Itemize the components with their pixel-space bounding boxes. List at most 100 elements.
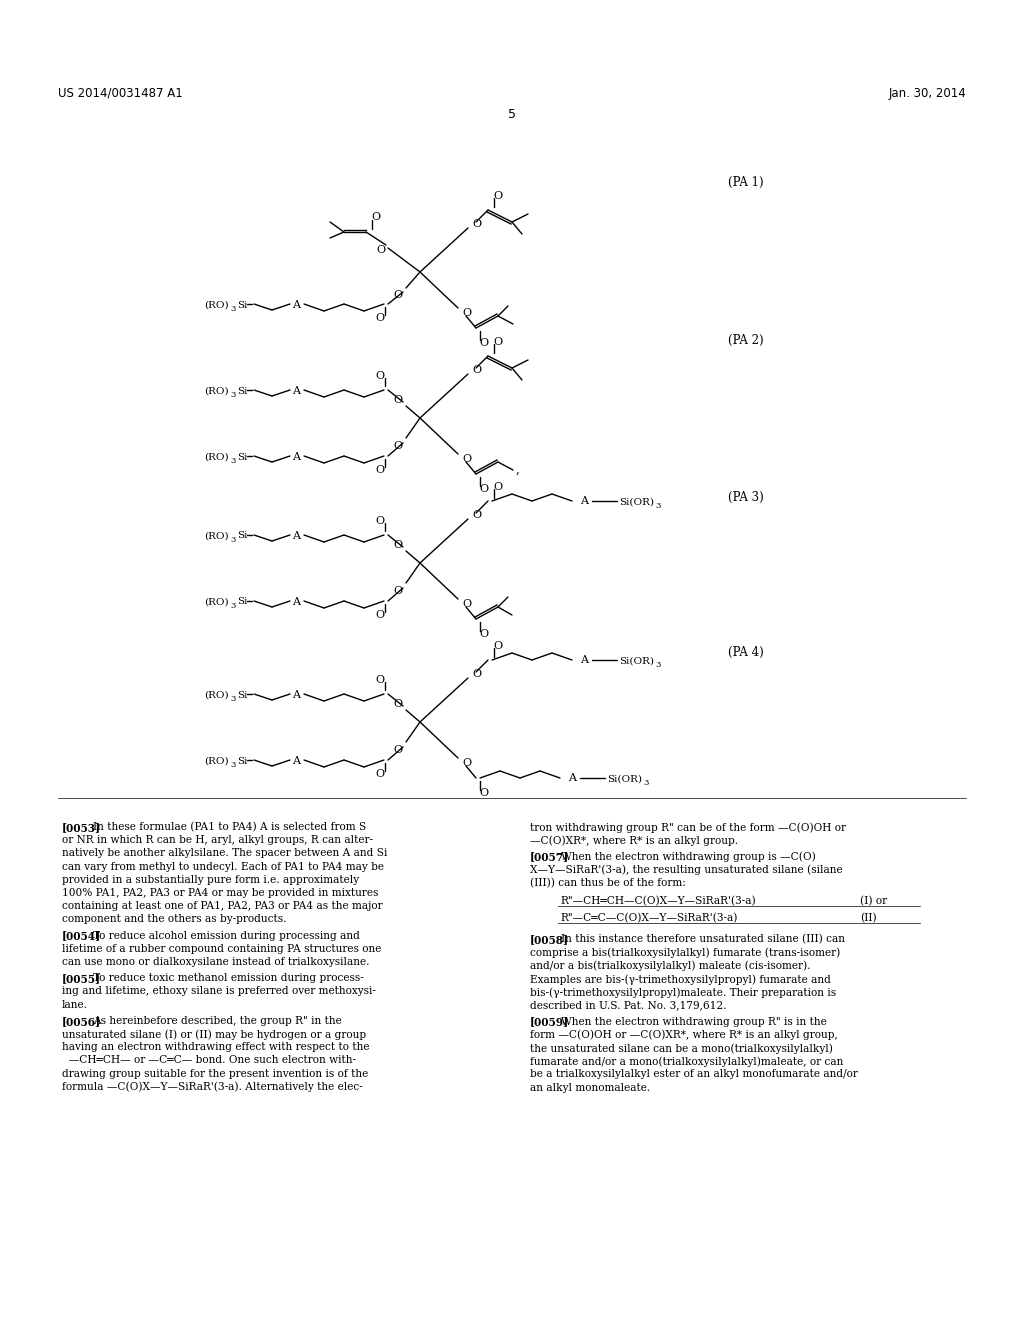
Text: (PA 4): (PA 4) (728, 645, 764, 659)
Text: (RO): (RO) (204, 453, 228, 462)
Text: O: O (494, 337, 503, 347)
Text: O: O (494, 191, 503, 201)
Text: [0054]: [0054] (62, 931, 101, 941)
Text: 3: 3 (643, 779, 648, 787)
Text: When the electron withdrawing group R" is in the: When the electron withdrawing group R" i… (560, 1016, 826, 1027)
Text: O: O (462, 758, 471, 768)
Text: A: A (562, 774, 577, 783)
Text: O: O (472, 510, 481, 520)
Text: (RO): (RO) (204, 756, 228, 766)
Text: O: O (377, 246, 386, 255)
Text: Si(OR): Si(OR) (618, 498, 654, 507)
Text: R"—C═C—C(O)X—Y—SiRaR'(3-a): R"—C═C—C(O)X—Y—SiRaR'(3-a) (560, 913, 737, 924)
Text: 3: 3 (230, 602, 236, 610)
Text: (RO): (RO) (204, 690, 228, 700)
Text: Examples are bis-(γ-trimethoxysilylpropyl) fumarate and: Examples are bis-(γ-trimethoxysilylpropy… (530, 974, 830, 985)
Text: O: O (472, 219, 481, 228)
Text: and/or a bis(trialkoxysilylalkyl) maleate (cis-isomer).: and/or a bis(trialkoxysilylalkyl) maleat… (530, 961, 811, 972)
Text: A: A (292, 690, 300, 700)
Text: O: O (376, 313, 385, 323)
Text: A: A (292, 756, 300, 766)
Text: (II): (II) (860, 913, 877, 924)
Text: 3: 3 (230, 696, 236, 704)
Text: the unsaturated silane can be a mono(trialkoxysilylalkyl): the unsaturated silane can be a mono(tri… (530, 1043, 833, 1053)
Text: ing and lifetime, ethoxy silane is preferred over methoxysi-: ing and lifetime, ethoxy silane is prefe… (62, 986, 376, 997)
Text: [0059]: [0059] (530, 1016, 569, 1027)
Text: Si: Si (237, 301, 248, 309)
Text: Si: Si (237, 453, 248, 462)
Text: O: O (372, 213, 381, 222)
Text: A: A (574, 496, 589, 506)
Text: fumarate and/or a mono(trialkoxysilylalkyl)maleate, or can: fumarate and/or a mono(trialkoxysilylalk… (530, 1056, 844, 1067)
Text: lane.: lane. (62, 999, 88, 1010)
Text: In this instance therefore unsaturated silane (III) can: In this instance therefore unsaturated s… (560, 935, 845, 945)
Text: O: O (376, 610, 385, 620)
Text: drawing group suitable for the present invention is of the: drawing group suitable for the present i… (62, 1069, 369, 1078)
Text: [0055]: [0055] (62, 973, 101, 985)
Text: (III)) can thus be of the form:: (III)) can thus be of the form: (530, 878, 686, 888)
Text: 3: 3 (230, 536, 236, 544)
Text: [0053]: [0053] (62, 822, 101, 833)
Text: Si: Si (237, 387, 248, 396)
Text: 3: 3 (655, 661, 660, 669)
Text: A: A (574, 655, 589, 665)
Text: formula —C(O)X—Y—SiRaR'(3-a). Alternatively the elec-: formula —C(O)X—Y—SiRaR'(3-a). Alternativ… (62, 1082, 362, 1093)
Text: provided in a substantially pure form i.e. approximately: provided in a substantially pure form i.… (62, 875, 359, 884)
Text: Si: Si (237, 598, 248, 606)
Text: O: O (393, 700, 402, 709)
Text: 3: 3 (230, 391, 236, 399)
Text: natively be another alkylsilane. The spacer between A and Si: natively be another alkylsilane. The spa… (62, 849, 387, 858)
Text: To reduce toxic methanol emission during process-: To reduce toxic methanol emission during… (92, 973, 364, 983)
Text: Si: Si (237, 756, 248, 766)
Text: O: O (462, 454, 471, 465)
Text: O: O (393, 290, 402, 300)
Text: unsaturated silane (I) or (II) may be hydrogen or a group: unsaturated silane (I) or (II) may be hy… (62, 1030, 367, 1040)
Text: (PA 1): (PA 1) (728, 176, 764, 189)
Text: 5: 5 (508, 108, 516, 121)
Text: A: A (292, 597, 300, 607)
Text: O: O (393, 395, 402, 405)
Text: Si(OR): Si(OR) (618, 656, 654, 665)
Text: component and the others as by-products.: component and the others as by-products. (62, 915, 287, 924)
Text: tron withdrawing group R" can be of the form —C(O)OH or: tron withdrawing group R" can be of the … (530, 822, 846, 833)
Text: O: O (472, 669, 481, 678)
Text: comprise a bis(trialkoxysilylalkyl) fumarate (trans-isomer): comprise a bis(trialkoxysilylalkyl) fuma… (530, 948, 841, 958)
Text: [0058]: [0058] (530, 935, 569, 945)
Text: 3: 3 (230, 457, 236, 465)
Text: O: O (494, 482, 503, 492)
Text: —C(O)XR*, where R* is an alkyl group.: —C(O)XR*, where R* is an alkyl group. (530, 836, 738, 846)
Text: When the electron withdrawing group is —C(O): When the electron withdrawing group is —… (560, 851, 815, 862)
Text: O: O (376, 516, 385, 525)
Text: [0056]: [0056] (62, 1016, 101, 1027)
Text: O: O (479, 630, 488, 639)
Text: (PA 2): (PA 2) (728, 334, 764, 346)
Text: 3: 3 (230, 762, 236, 770)
Text: —CH═CH— or —C═C— bond. One such electron with-: —CH═CH— or —C═C— bond. One such electron… (62, 1056, 356, 1065)
Text: O: O (393, 540, 402, 550)
Text: O: O (376, 465, 385, 475)
Text: (PA 3): (PA 3) (728, 491, 764, 503)
Text: O: O (462, 599, 471, 609)
Text: O: O (376, 770, 385, 779)
Text: O: O (479, 788, 488, 799)
Text: O: O (393, 586, 402, 597)
Text: Jan. 30, 2014: Jan. 30, 2014 (888, 87, 966, 99)
Text: To reduce alcohol emission during processing and: To reduce alcohol emission during proces… (92, 931, 359, 941)
Text: O: O (462, 308, 471, 318)
Text: O: O (494, 642, 503, 651)
Text: Si(OR): Si(OR) (607, 775, 642, 784)
Text: or NR in which R can be H, aryl, alkyl groups, R can alter-: or NR in which R can be H, aryl, alkyl g… (62, 836, 373, 845)
Text: form —C(O)OH or —C(O)XR*, where R* is an alkyl group,: form —C(O)OH or —C(O)XR*, where R* is an… (530, 1030, 838, 1040)
Text: (RO): (RO) (204, 532, 228, 540)
Text: R"—CH═CH—C(O)X—Y—SiRaR'(3-a): R"—CH═CH—C(O)X—Y—SiRaR'(3-a) (560, 896, 756, 907)
Text: Si: Si (237, 690, 248, 700)
Text: A: A (292, 451, 300, 462)
Text: can vary from methyl to undecyl. Each of PA1 to PA4 may be: can vary from methyl to undecyl. Each of… (62, 862, 384, 871)
Text: US 2014/0031487 A1: US 2014/0031487 A1 (58, 87, 182, 99)
Text: O: O (393, 744, 402, 755)
Text: X—Y—SiRaR'(3-a), the resulting unsaturated silane (silane: X—Y—SiRaR'(3-a), the resulting unsaturat… (530, 865, 843, 875)
Text: In these formulae (PA1 to PA4) A is selected from S: In these formulae (PA1 to PA4) A is sele… (92, 822, 366, 833)
Text: O: O (376, 371, 385, 381)
Text: (RO): (RO) (204, 598, 228, 606)
Text: an alkyl monomaleate.: an alkyl monomaleate. (530, 1082, 650, 1093)
